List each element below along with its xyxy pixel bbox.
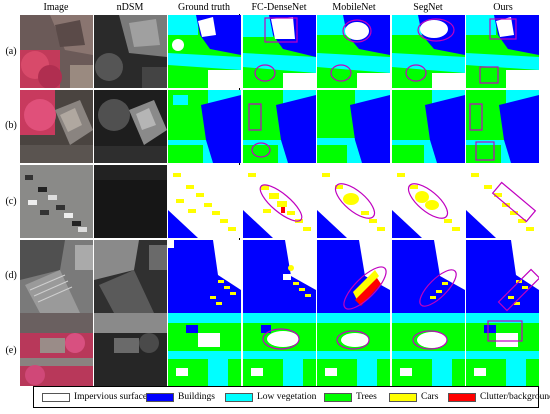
tile-segnet-c [392, 165, 465, 238]
legend: Impervious surfaces Buildings Low vegeta… [33, 386, 550, 408]
tile-ndsm-b [94, 90, 167, 163]
tile-fcdensenet-b [243, 90, 316, 163]
legend-swatch-cars [389, 392, 417, 402]
tile-ours-d [466, 240, 539, 313]
tile-segnet-d [392, 240, 465, 313]
tile-fcdensenet-e [243, 313, 316, 386]
legend-swatch-trees [324, 392, 352, 402]
tile-image-c [20, 165, 93, 238]
tile-ndsm-d [94, 240, 167, 313]
tile-gt-a [168, 15, 241, 88]
legend-label-impervious: Impervious surfaces [74, 392, 151, 402]
row-label-c: (c) [5, 196, 17, 207]
tile-segnet-a [392, 15, 465, 88]
legend-label-buildings: Buildings [178, 392, 215, 402]
tile-gt-d [168, 240, 241, 313]
tile-image-d [20, 240, 93, 313]
column-header-mobilenet: MobileNet [332, 2, 376, 13]
column-header-ours: Ours [493, 2, 513, 13]
tile-gt-e [168, 313, 241, 386]
tile-fcdensenet-a [243, 15, 316, 88]
column-header-fc-densenet: FC-DenseNet [251, 2, 307, 13]
tile-gt-b [168, 90, 241, 163]
tile-segnet-e [392, 313, 465, 386]
tile-ours-e [466, 313, 539, 386]
row-label-d: (d) [5, 270, 17, 281]
column-header-ndsm: nDSM [116, 2, 144, 13]
tile-mobilenet-d [317, 240, 390, 313]
legend-item-low-vegetation: Low vegetation [225, 391, 316, 403]
tile-ndsm-c [94, 165, 167, 238]
legend-item-buildings: Buildings [146, 391, 215, 403]
tile-image-b [20, 90, 93, 163]
legend-swatch-impervious [42, 392, 70, 402]
legend-label-clutter: Clutter/background [480, 392, 550, 402]
column-header-ground-truth: Ground truth [178, 2, 230, 13]
legend-item-trees: Trees [324, 391, 377, 403]
legend-swatch-low-vegetation [225, 392, 253, 402]
tile-ours-c [466, 165, 539, 238]
legend-swatch-clutter [448, 392, 476, 402]
tile-image-e [20, 313, 93, 386]
tile-fcdensenet-c [243, 165, 316, 238]
tile-ndsm-a [94, 15, 167, 88]
column-header-segnet: SegNet [413, 2, 443, 13]
tile-ndsm-e [94, 313, 167, 386]
legend-label-cars: Cars [421, 392, 439, 402]
row-label-e: (e) [5, 345, 17, 356]
legend-label-low-vegetation: Low vegetation [257, 392, 317, 402]
tile-fcdensenet-d [243, 240, 316, 313]
tile-mobilenet-a [317, 15, 390, 88]
tile-ours-a [466, 15, 539, 88]
tile-mobilenet-c [317, 165, 390, 238]
row-label-a: (a) [5, 46, 17, 57]
tile-ours-b [466, 90, 539, 163]
legend-item-clutter: Clutter/background [448, 391, 550, 403]
tile-gt-c [168, 165, 241, 238]
legend-swatch-buildings [146, 392, 174, 402]
tile-mobilenet-b [317, 90, 390, 163]
tile-image-a [20, 15, 93, 88]
legend-label-trees: Trees [356, 392, 377, 402]
legend-item-impervious: Impervious surfaces [42, 391, 151, 403]
tile-mobilenet-e [317, 313, 390, 386]
legend-item-cars: Cars [389, 391, 438, 403]
row-label-b: (b) [5, 120, 17, 131]
column-header-image: Image [43, 2, 69, 13]
tile-segnet-b [392, 90, 465, 163]
